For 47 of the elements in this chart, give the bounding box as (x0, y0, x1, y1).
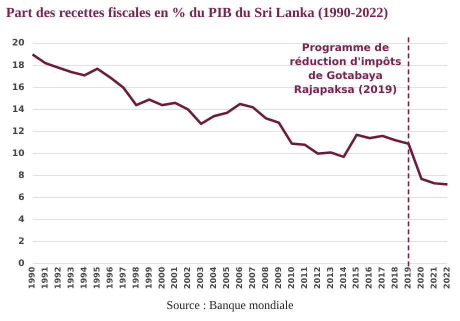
x-tick-label: 1998 (131, 266, 140, 289)
x-tick-label: 2003 (196, 266, 206, 289)
x-tick-label: 2013 (326, 266, 335, 289)
x-tick-label: 2004 (209, 266, 218, 289)
x-tick-label: 1993 (66, 266, 76, 289)
x-tick-label: 1995 (92, 266, 102, 289)
y-tick-label: 18 (12, 60, 25, 71)
x-tick-label: 2015 (352, 266, 361, 289)
x-tick-label: 2011 (300, 266, 309, 289)
x-tick-label: 2001 (170, 266, 180, 289)
y-tick-label: 14 (12, 104, 25, 115)
x-tick-label: 2006 (235, 266, 244, 289)
x-tick-label: 2010 (286, 266, 296, 289)
x-tick-label: 2000 (157, 266, 166, 289)
y-tick-label: 10 (12, 148, 25, 159)
x-tick-label: 2014 (338, 266, 348, 289)
x-tick-label: 2022 (442, 266, 452, 289)
x-tick-label: 2002 (183, 266, 192, 289)
x-tick-label: 2009 (274, 266, 283, 289)
ref-line-label: Programme de réduction d'impôts de Gotabaya Rajapaksa (2019) (288, 41, 402, 98)
x-tick-label: 1990 (28, 266, 37, 289)
x-tick-label: 1991 (40, 266, 50, 289)
x-tick-label: 1999 (144, 266, 154, 289)
x-tick-label: 2016 (364, 266, 374, 289)
y-tick-label: 2 (18, 237, 25, 248)
x-tick-label: 2017 (378, 266, 387, 289)
x-tick-label: 1994 (79, 266, 88, 289)
x-tick-label: 2018 (390, 266, 400, 289)
x-tick-label: 1992 (54, 266, 63, 289)
y-tick-label: 6 (18, 192, 25, 203)
x-tick-label: 2019 (404, 266, 413, 289)
x-tick-label: 2005 (222, 266, 232, 289)
y-tick-label: 0 (18, 259, 25, 270)
x-tick-label: 2007 (248, 266, 258, 289)
x-tick-label: 1997 (118, 266, 128, 289)
x-tick-label: 2012 (312, 266, 322, 289)
source-note: Source : Banque mondiale (166, 298, 294, 313)
y-tick-label: 12 (12, 126, 25, 137)
y-tick-label: 16 (12, 82, 25, 93)
y-tick-label: 4 (18, 215, 25, 226)
y-tick-label: 20 (12, 38, 25, 49)
x-tick-label: 2021 (430, 266, 439, 289)
x-tick-label: 2020 (416, 266, 426, 289)
chart-title: Part des recettes fiscales en % du PIB du Sri Lanka (1990-2022) (6, 6, 388, 22)
x-tick-label: 1996 (105, 266, 114, 289)
x-tick-label: 2008 (260, 266, 270, 289)
y-tick-label: 8 (18, 170, 25, 181)
